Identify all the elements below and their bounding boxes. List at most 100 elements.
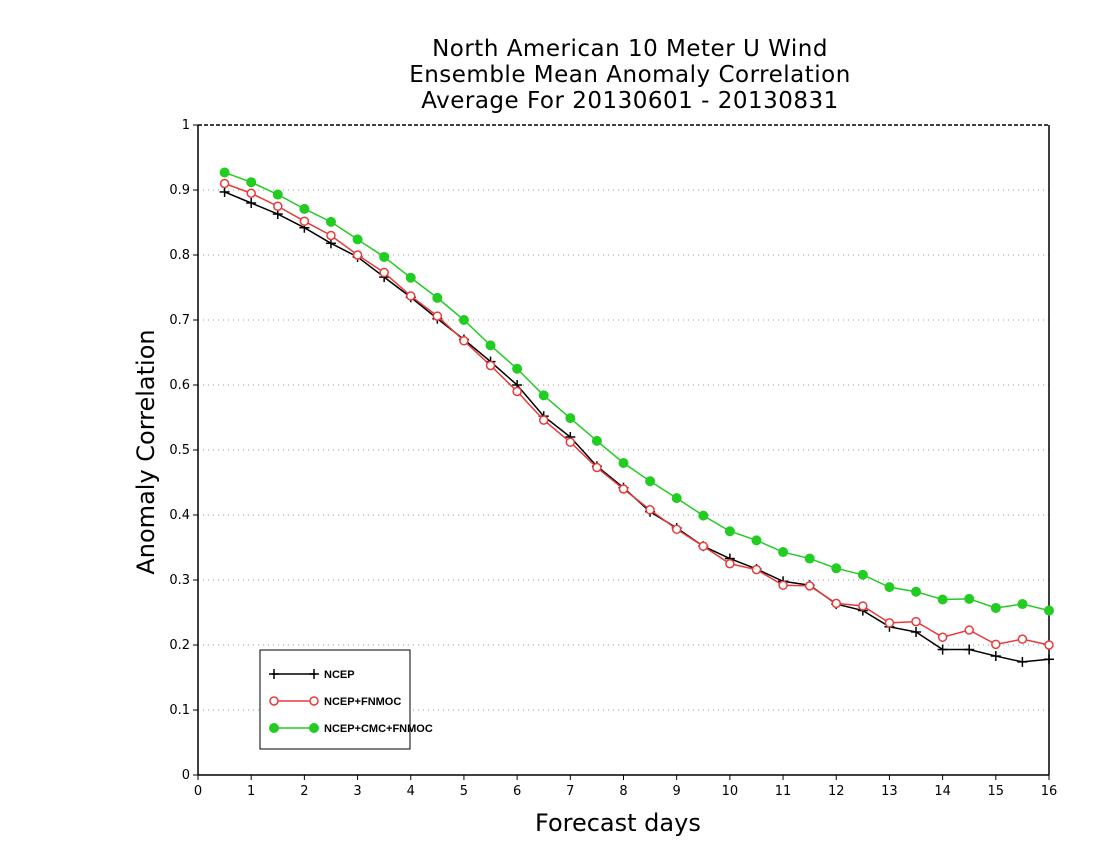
data-point	[831, 598, 841, 609]
chart-title-line-3: Average For 20130601 - 20130831	[421, 88, 839, 114]
data-point	[698, 510, 709, 521]
data-point	[272, 189, 283, 200]
data-point	[804, 553, 815, 564]
legend-marker	[269, 696, 279, 706]
data-point	[857, 569, 868, 580]
y-tick-label: 0.5	[169, 443, 190, 458]
x-tick-label: 10	[722, 784, 739, 799]
data-point	[645, 505, 655, 515]
data-point	[326, 230, 336, 241]
series-line	[224, 191, 1050, 663]
data-point	[565, 437, 576, 447]
data-point	[538, 390, 549, 401]
data-point	[884, 618, 895, 628]
data-point	[538, 415, 549, 425]
data-point	[964, 593, 975, 604]
data-point	[405, 272, 416, 283]
data-point	[645, 476, 656, 487]
y-tick-label: 0.6	[169, 378, 190, 393]
x-tick-label: 7	[566, 784, 574, 799]
data-point	[299, 203, 310, 214]
y-tick-label: 0.1	[169, 703, 190, 718]
y-tick-label: 0.4	[169, 508, 190, 523]
data-point	[219, 178, 230, 189]
data-point	[1044, 640, 1054, 650]
y-tick-label: 1	[182, 118, 190, 133]
data-point	[911, 586, 922, 597]
data-point	[858, 601, 868, 611]
data-point	[671, 524, 682, 535]
data-point	[246, 198, 257, 208]
x-axis-title: Forecast days	[535, 809, 701, 837]
data-point	[751, 564, 762, 575]
data-point	[246, 177, 257, 188]
x-tick-label: 9	[673, 784, 681, 799]
y-tick-label: 0.8	[169, 248, 190, 263]
data-point	[273, 201, 283, 211]
data-point	[1044, 605, 1054, 616]
data-point	[990, 602, 1001, 613]
x-tick-label: 5	[460, 784, 468, 799]
data-point	[618, 458, 629, 468]
data-point	[219, 186, 230, 197]
legend: NCEP NCEP+FNMOC NCEP+CMC+FNMOC	[259, 649, 433, 750]
x-tick-label: 12	[828, 784, 845, 799]
data-point	[778, 547, 789, 558]
y-tick-label: 0.9	[169, 183, 190, 198]
y-tick-label: 0.3	[169, 573, 190, 588]
data-point	[325, 216, 336, 227]
x-tick-label: 4	[407, 784, 415, 799]
data-point	[352, 234, 363, 245]
x-tick-label: 8	[619, 784, 627, 799]
data-point	[459, 336, 469, 346]
data-point	[804, 581, 815, 591]
data-point	[1017, 634, 1028, 644]
data-point	[964, 644, 975, 655]
legend-item: NCEP+FNMOC	[269, 696, 401, 708]
x-tick-label: 3	[353, 784, 361, 799]
data-point	[831, 563, 842, 574]
data-point	[592, 462, 602, 473]
data-point	[591, 435, 602, 446]
x-tick-label: 6	[513, 784, 521, 799]
data-point	[698, 541, 709, 551]
legend-box	[259, 649, 411, 750]
legend-marker	[309, 669, 319, 679]
data-point	[219, 167, 230, 178]
data-point	[379, 267, 389, 278]
data-point	[724, 526, 735, 537]
y-tick-label: 0.7	[169, 313, 190, 328]
legend-marker	[269, 669, 279, 679]
data-point	[937, 632, 948, 642]
data-point	[352, 250, 363, 260]
x-ticks: 0 1 2 3 4 5 6 7 8 9 10 11 12 13 14 15 16	[194, 775, 1057, 799]
legend-item: NCEP+CMC+FNMOC	[269, 723, 433, 735]
data-point	[1017, 599, 1028, 610]
data-point	[991, 639, 1001, 650]
data-point	[990, 651, 1001, 662]
x-tick-label: 15	[988, 784, 1005, 799]
data-point	[751, 535, 762, 546]
data-point	[512, 386, 522, 397]
data-point	[299, 216, 310, 226]
series-ncep-cmc-fnmoc	[219, 167, 1054, 616]
x-tick-label: 11	[775, 784, 792, 799]
data-point	[911, 627, 922, 637]
data-point	[1017, 656, 1028, 667]
y-ticks: 0 0.1 0.2 0.3 0.4 0.5 0.6 0.7 0.8 0.9 1	[169, 118, 198, 783]
data-point	[725, 559, 735, 569]
data-point	[512, 363, 523, 374]
data-point	[964, 625, 974, 635]
x-tick-label: 0	[194, 784, 202, 799]
y-tick-label: 0.2	[169, 638, 190, 653]
legend-marker	[309, 723, 319, 733]
data-point	[618, 484, 629, 494]
data-point	[485, 360, 496, 371]
x-tick-label: 2	[300, 784, 308, 799]
x-tick-label: 16	[1041, 784, 1058, 799]
data-point	[778, 580, 788, 590]
legend-label: NCEP+FNMOC	[324, 696, 401, 708]
chart-title-line-1: North American 10 Meter U Wind	[432, 36, 828, 62]
data-point	[937, 644, 948, 655]
